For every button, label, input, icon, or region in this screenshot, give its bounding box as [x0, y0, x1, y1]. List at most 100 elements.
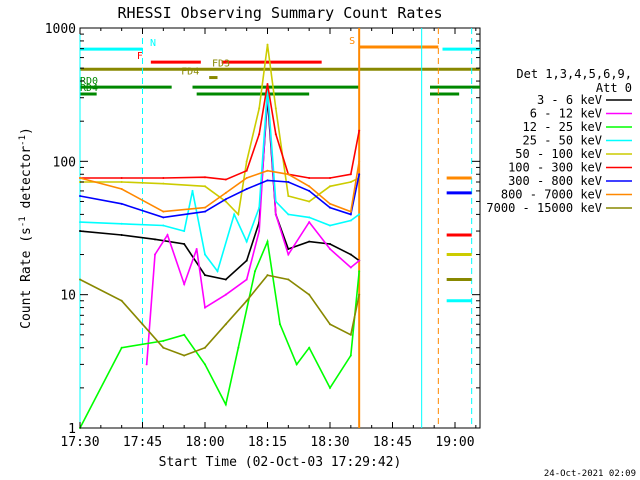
data-point-12-25-kev [329, 386, 331, 389]
flag-label-n: N [150, 38, 156, 49]
y-axis-label-sup1: -1 [18, 216, 28, 227]
data-point-12-25-kev [295, 363, 298, 366]
data-point-6-12-kev [145, 363, 148, 366]
data-point-6-12-kev [224, 293, 227, 296]
data-point-25-50-kev [162, 224, 165, 227]
data-point-3-6-kev [245, 259, 248, 262]
data-point-300-800-kev [204, 210, 206, 213]
data-point-25-50-kev [258, 206, 261, 209]
flag-label-s: S [349, 36, 355, 47]
timestamp: 24-Oct-2021 02:09 [544, 469, 636, 479]
data-point-25-50-kev [204, 253, 206, 256]
data-point-25-50-kev [274, 200, 277, 203]
data-point-6-12-kev [258, 230, 261, 233]
data-point-7000-15000-kev [358, 293, 361, 296]
series-line-100-300-kev [80, 83, 360, 181]
data-point-300-800-kev [79, 194, 81, 197]
data-point-7000-15000-kev [329, 323, 331, 326]
data-point-100-300-kev [274, 133, 277, 136]
data-point-50-100-kev [287, 194, 290, 197]
series-line-800-7000-kev [79, 161, 360, 213]
data-point-3-6-kev [204, 274, 206, 277]
data-point-50-100-kev [204, 185, 206, 188]
data-point-3-6-kev [308, 240, 311, 243]
data-point-3-6-kev [183, 242, 186, 245]
data-point-7000-15000-kev [79, 278, 81, 281]
data-point-300-800-kev [329, 206, 331, 209]
x-axis-ticks: 17:30 17:45 18:00 18:15 18:30 18:45 19:00 [60, 28, 477, 450]
series-line-7000-15000-kev [79, 274, 360, 357]
legend-title-line2: Att 0 [596, 81, 632, 95]
flag-label-fd3: FD3 [212, 58, 230, 69]
data-point-12-25-kev [162, 339, 165, 342]
data-point-3-6-kev [224, 278, 227, 281]
data-point-7000-15000-kev [120, 299, 123, 302]
legend-entry-label: 100 - 300 keV [508, 161, 602, 175]
data-point-7000-15000-kev [245, 299, 248, 302]
data-point-50-100-kev [266, 43, 269, 46]
data-point-6-12-kev [195, 248, 198, 251]
data-point-800-7000-kev [266, 169, 269, 172]
x-axis-label: Start Time (02-Oct-03 17:29:42) [159, 455, 402, 470]
data-point-25-50-kev [183, 230, 186, 233]
y-tick-label: 10 [60, 289, 76, 304]
data-point-25-50-kev [358, 213, 361, 216]
data-point-25-50-kev [191, 189, 194, 192]
data-point-7000-15000-kev [204, 346, 206, 349]
data-point-6-12-kev [287, 253, 290, 256]
legend-title-line1: Det 1,3,4,5,6,9, [516, 67, 632, 81]
flag-label-rd4: RD4 [80, 83, 98, 94]
data-point-6-12-kev [204, 306, 206, 309]
data-point-25-50-kev [233, 213, 236, 216]
data-point-7000-15000-kev [308, 293, 311, 296]
data-point-300-800-kev [120, 202, 123, 205]
data-point-12-25-kev [183, 333, 186, 336]
data-point-50-100-kev [349, 180, 352, 183]
legend-entry-label: 12 - 25 keV [523, 120, 602, 134]
legend-entry-label: 6 - 12 keV [530, 107, 602, 121]
series-line-12-25-kev [79, 238, 360, 429]
legend-entry-label: 300 - 800 keV [508, 174, 602, 188]
data-point-800-7000-kev [120, 188, 123, 191]
data-point-6-12-kev [245, 278, 248, 281]
data-point-800-7000-kev [245, 176, 248, 179]
data-point-800-7000-kev [224, 191, 227, 194]
data-point-100-300-kev [308, 176, 311, 179]
data-point-6-12-kev [183, 283, 186, 286]
data-point-25-50-kev [308, 216, 311, 219]
data-point-25-50-kev [79, 221, 81, 224]
legend-entry-label: 50 - 100 keV [515, 147, 602, 161]
x-tick-label: 18:45 [373, 435, 412, 450]
data-point-100-300-kev [258, 133, 261, 136]
y-axis-label-main: Count Rate (s [19, 227, 34, 329]
data-point-300-800-kev [266, 179, 269, 182]
data-point-6-12-kev [358, 259, 361, 262]
data-point-300-800-kev [287, 180, 290, 183]
y-axis-label-mid: detector [19, 146, 34, 217]
data-point-6-12-kev [329, 248, 331, 251]
data-point-25-50-kev [120, 222, 123, 225]
y-axis-ticks: 1 10 100 1000 [45, 22, 480, 437]
data-point-6-12-kev [274, 213, 277, 216]
vertical-markers-group [79, 28, 473, 428]
data-point-50-100-kev [308, 200, 311, 203]
flag-label-rd0: RD0 [80, 76, 98, 87]
data-point-6-12-kev [308, 221, 311, 224]
data-point-300-800-kev [224, 198, 227, 201]
data-point-12-25-kev [358, 270, 361, 273]
data-point-25-50-kev [329, 224, 331, 227]
data-point-800-7000-kev [79, 176, 81, 179]
data-point-3-6-kev [154, 238, 156, 241]
data-point-12-25-kev [349, 354, 352, 357]
x-tick-label: 19:00 [435, 435, 474, 450]
data-point-3-6-kev [329, 242, 331, 245]
legend-entry-label: 25 - 50 keV [523, 134, 602, 148]
flag-label-f: F [137, 51, 143, 62]
data-point-100-300-kev [349, 173, 352, 176]
y-axis-label-end: ) [19, 127, 34, 135]
chart-title: RHESSI Observing Summary Count Rates [117, 4, 442, 22]
data-point-25-50-kev [287, 213, 290, 216]
